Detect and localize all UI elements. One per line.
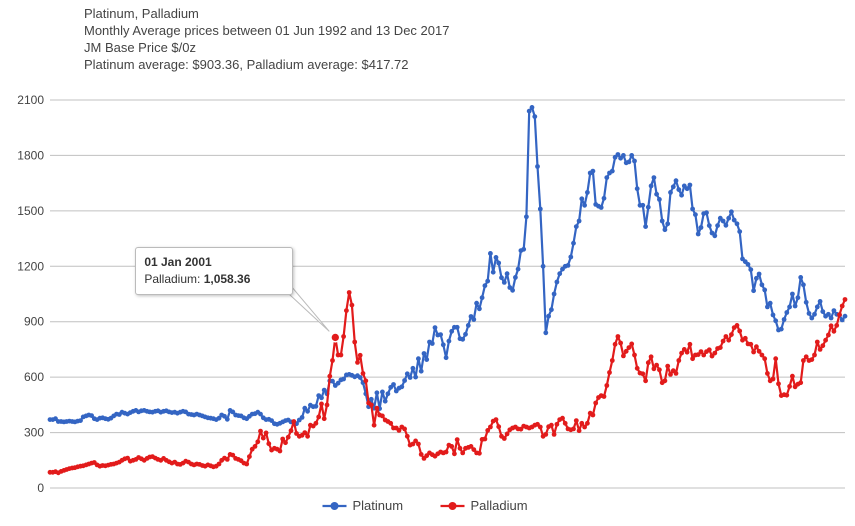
chart-title-line: Monthly Average prices between 01 Jun 19…: [84, 23, 449, 38]
legend-swatch-dot: [331, 502, 339, 510]
legend-label: Platinum: [353, 498, 404, 513]
y-tick-label: 600: [24, 370, 44, 384]
y-tick-label: 0: [37, 481, 44, 495]
y-tick-label: 1800: [17, 148, 44, 162]
chart-svg: Platinum, Palladium Monthly Average price…: [0, 0, 855, 526]
tooltip-target-marker: [331, 333, 340, 342]
price-chart: Platinum, Palladium Monthly Average price…: [0, 0, 855, 526]
y-tick-label: 1200: [17, 259, 44, 273]
y-tick-label: 2100: [17, 93, 44, 107]
chart-title-line: Platinum average: $903.36, Palladium ave…: [84, 57, 409, 72]
y-tick-label: 300: [24, 426, 44, 440]
legend-label: Palladium: [471, 498, 528, 513]
chart-title-line: Platinum, Palladium: [84, 6, 199, 21]
legend-swatch-dot: [449, 502, 457, 510]
y-tick-label: 1500: [17, 204, 44, 218]
y-tick-label: 900: [24, 315, 44, 329]
chart-title-line: JM Base Price $/0z: [84, 40, 196, 55]
